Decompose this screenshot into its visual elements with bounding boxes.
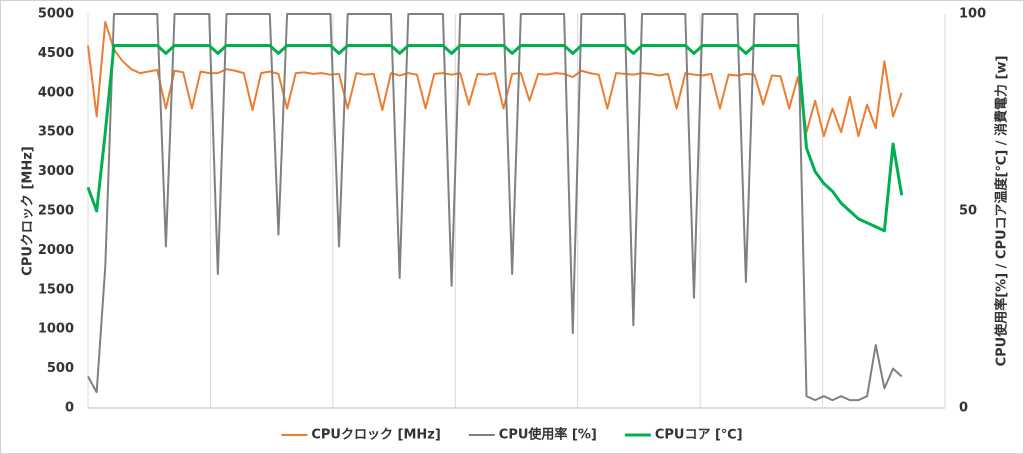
y-tick-label: 4500 bbox=[38, 46, 74, 61]
y2-tick-label: 50 bbox=[959, 204, 977, 219]
y2-tick-label: 100 bbox=[959, 7, 986, 22]
series-line bbox=[87, 13, 903, 402]
y-tick-label: 1000 bbox=[38, 322, 74, 337]
legend-label: CPUコア [℃] bbox=[655, 428, 743, 443]
series-line bbox=[87, 20, 903, 138]
y2-tick-label: 0 bbox=[959, 401, 968, 416]
y-tick-label: 3000 bbox=[38, 164, 74, 179]
legend-label: CPU使用率 [%] bbox=[499, 427, 597, 443]
y-tick-label: 2000 bbox=[38, 243, 74, 258]
y-tick-label: 4000 bbox=[38, 85, 74, 100]
y-tick-label: 3500 bbox=[38, 125, 74, 140]
y-tick-label: 1500 bbox=[38, 282, 74, 297]
y-tick-label: 5000 bbox=[38, 7, 74, 22]
legend-label: CPUクロック [MHz] bbox=[311, 428, 440, 443]
y-axis-label: CPUクロック [MHz] bbox=[21, 146, 36, 275]
y2-axis-label: CPU使用率[%] / CPUコア温度[℃] / 消費電力 [w] bbox=[994, 56, 1010, 367]
series-line bbox=[86, 44, 904, 233]
y-tick-label: 2500 bbox=[38, 204, 74, 219]
y-tick-label: 0 bbox=[65, 401, 74, 416]
y-tick-label: 500 bbox=[47, 361, 74, 376]
